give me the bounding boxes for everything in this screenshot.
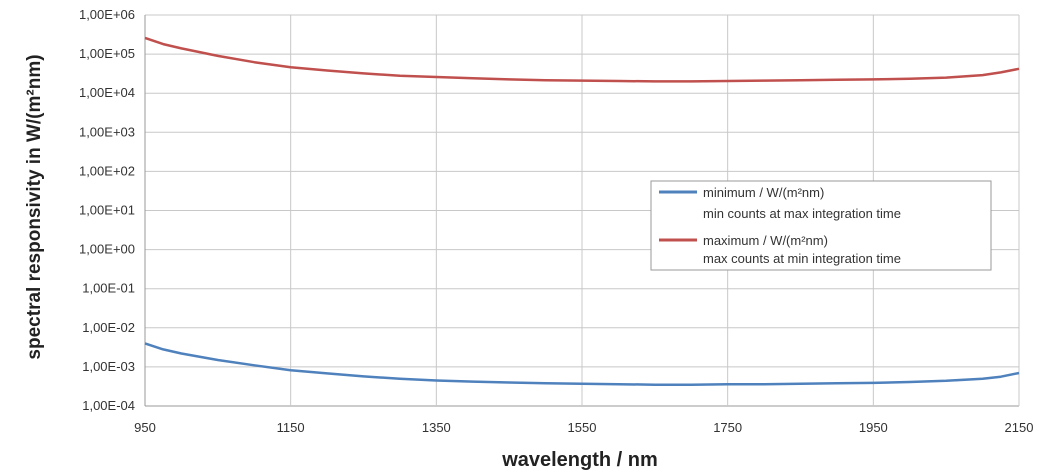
x-tick-label: 1550 [568,420,597,435]
y-tick-label: 1,00E+00 [79,242,135,257]
x-tick-label: 1750 [713,420,742,435]
y-axis-title: spectral responsivity in W/(m²nm) [24,54,45,359]
legend-box [650,180,992,271]
grid [144,14,1020,407]
x-tick-label: 2150 [1005,420,1034,435]
y-tick-label: 1,00E+01 [79,203,135,218]
y-tick-label: 1,00E+02 [79,163,135,178]
series-line-maximum [144,36,1020,83]
y-tick-label: 1,00E+06 [79,7,135,22]
legend-label-maximum: maximum / W/(m²nm) [703,233,828,248]
series-line-minimum [144,342,1020,386]
x-tick-label: 1950 [859,420,888,435]
x-tick-label: 1150 [277,420,305,435]
x-axis-title: wavelength / nm [501,449,658,471]
x-tick-label: 950 [134,420,156,435]
y-tick-label: 1,00E-02 [82,320,135,335]
y-axis-ticks: 1,00E+06 1,00E+05 1,00E+04 1,00E+03 1,00E+02… [79,7,135,413]
y-tick-label: 1,00E+04 [79,85,135,100]
y-tick-label: 1,00E-04 [82,398,135,413]
y-tick-label: 1,00E-03 [82,359,135,374]
legend-label-minimum: minimum / W/(m²nm) [703,185,824,200]
y-tick-label: 1,00E-01 [82,281,135,296]
y-tick-label: 1,00E+03 [79,124,135,139]
legend: minimum / W/(m²nm) min counts at max int… [650,180,992,271]
x-axis-ticks: 950 1150 1350 1550 1750 1950 2150 [134,420,1033,435]
legend-sublabel-maximum: max counts at min integration time [703,251,901,266]
x-tick-label: 1350 [422,420,451,435]
plot-area [144,36,1020,386]
y-tick-label: 1,00E+05 [79,46,135,61]
legend-sublabel-minimum: min counts at max integration time [703,206,901,221]
